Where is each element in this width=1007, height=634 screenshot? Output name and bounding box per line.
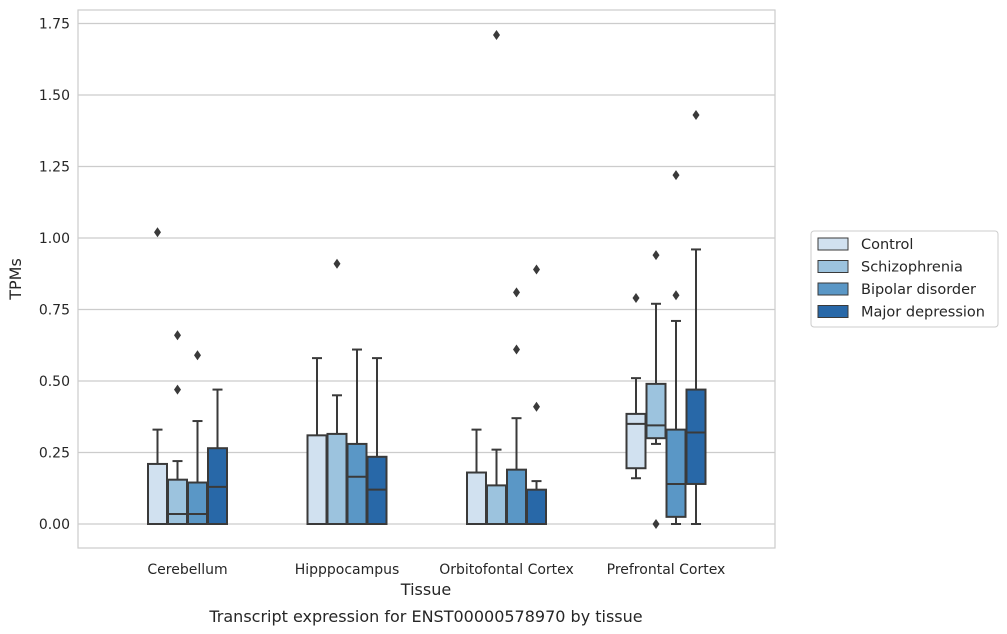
box-major-depression — [526, 264, 547, 525]
legend-frame — [810, 230, 999, 328]
outlier-point — [174, 384, 181, 395]
outlier-point — [632, 293, 640, 304]
box-body — [665, 428, 687, 518]
box-control — [625, 293, 647, 480]
box-major-depression — [366, 357, 388, 526]
y-tick-label: 0.50 — [39, 374, 70, 390]
box-body — [486, 484, 507, 526]
outlier-point — [174, 330, 181, 341]
plot-area — [77, 9, 776, 549]
outlier-point — [513, 344, 520, 355]
box-series — [147, 29, 707, 529]
box-body — [645, 382, 667, 440]
outlier-point — [533, 401, 540, 412]
box-body — [506, 468, 527, 526]
y-tick-label: 0.25 — [39, 446, 70, 462]
box-body — [526, 488, 547, 525]
chart-caption: Transcript expression for ENST0000057897… — [208, 607, 642, 626]
box-schizophrenia — [326, 258, 348, 525]
x-axis-label: Tissue — [400, 580, 451, 599]
outlier-point — [154, 227, 161, 238]
outlier-point — [493, 29, 500, 40]
x-tick-label: Cerebellum — [147, 562, 227, 578]
box-major-depression — [685, 110, 707, 525]
box-body — [306, 434, 328, 525]
y-tick-label: 0.75 — [39, 303, 70, 319]
x-axis-ticks: Cerebellum Hipppocampus Orbitofontal Corte… — [147, 562, 725, 578]
y-tick-label: 0.00 — [39, 517, 70, 533]
legend-swatch — [817, 282, 849, 296]
box-body — [625, 412, 647, 470]
legend-label: Control — [861, 237, 913, 253]
outlier-point — [194, 350, 201, 361]
outlier-point — [652, 519, 660, 529]
outlier-point — [333, 258, 341, 269]
y-tick-label: 1.00 — [39, 231, 70, 247]
box-bipolar-disorder — [665, 170, 687, 525]
legend-swatch — [817, 260, 849, 273]
outlier-point — [513, 287, 520, 298]
outlier-point — [672, 290, 680, 301]
x-tick-label: Orbitofontal Cortex — [439, 562, 574, 578]
outlier-point — [533, 264, 540, 275]
y-tick-label: 1.25 — [39, 160, 70, 176]
box-body — [685, 388, 707, 485]
legend-label: Bipolar disorder — [861, 282, 976, 298]
outlier-point — [672, 170, 680, 181]
box-body — [346, 442, 368, 526]
y-tick-label: 1.50 — [39, 88, 70, 104]
box-body — [326, 432, 348, 525]
box-body — [187, 481, 208, 525]
outlier-point — [652, 250, 660, 261]
outlier-point — [692, 110, 700, 121]
box-bipolar-disorder — [187, 350, 208, 525]
x-tick-label: Prefrontal Cortex — [607, 562, 726, 578]
y-tick-label: 1.75 — [39, 17, 70, 33]
legend-label: Major depression — [861, 305, 985, 321]
box-body — [167, 478, 188, 526]
box-major-depression — [207, 388, 228, 525]
box-schizophrenia — [486, 29, 507, 526]
box-schizophrenia — [645, 250, 667, 529]
legend-swatch — [817, 305, 849, 318]
legend: Control Schizophrenia Bipolar disorder Majo… — [810, 230, 999, 328]
y-axis-label: TPMs — [6, 258, 25, 301]
x-tick-label: Hipppocampus — [295, 562, 400, 578]
box-body — [466, 471, 487, 525]
y-axis-ticks: 0.00 0.25 0.50 0.75 1.00 1.25 1.50 1.75 — [39, 17, 70, 534]
legend-label: Schizophrenia — [861, 260, 963, 276]
box-body — [147, 462, 168, 526]
legend-swatch — [817, 237, 849, 251]
